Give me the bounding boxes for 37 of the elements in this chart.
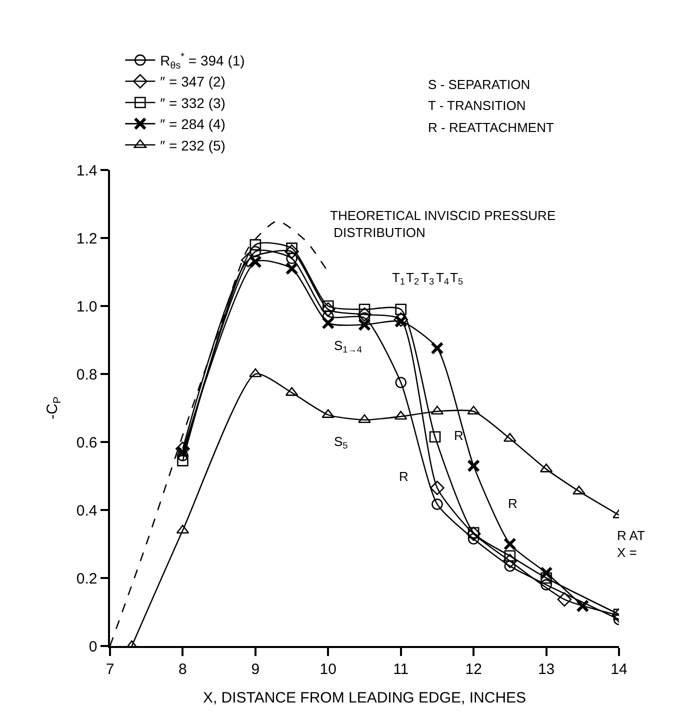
y-tick-label: 0.6 — [76, 434, 98, 452]
annotation: S$_{1→4}$ — [334, 338, 362, 355]
text: R - REATTACHMENT — [428, 120, 554, 135]
y-tick-label: 0.4 — [76, 502, 98, 520]
legend-label: R$_{θs}$$^{*}$ = 394 (1) — [160, 52, 245, 72]
annotation: R AT X = — [617, 528, 645, 560]
annotation: T$_{4}$ — [436, 270, 450, 287]
annotation: T$_{1}$ — [392, 270, 406, 287]
annotation: R — [508, 496, 518, 511]
text: S - SEPARATION — [428, 77, 530, 92]
legend-label: ″ = 232 (5) — [160, 137, 226, 154]
text: T - TRANSITION — [428, 98, 526, 113]
x-tick-label: 9 — [251, 660, 260, 678]
y-tick-label: 1.0 — [76, 298, 98, 316]
legend-label: ″ = 332 (3) — [160, 94, 226, 111]
x-axis-title: X, DISTANCE FROM LEADING EDGE, INCHES — [202, 689, 526, 706]
legend-label: ″ = 347 (2) — [160, 74, 226, 90]
annotation: R — [454, 428, 464, 443]
x-tick-label: 14 — [610, 660, 628, 678]
x-tick-label: 10 — [320, 660, 336, 678]
annotation: THEORETICAL INVISCID PRESSURE DISTRIBUTION — [330, 208, 556, 240]
legend-label: ″ = 284 (4) — [160, 116, 226, 132]
x-tick-label: 13 — [538, 660, 555, 678]
x-tick-label: 8 — [178, 660, 187, 678]
y-tick-label: 0 — [88, 638, 98, 656]
y-tick-label: 1.2 — [76, 230, 98, 248]
annotation: T$_{3}$ — [421, 270, 434, 287]
y-tick-label: 0.2 — [76, 570, 98, 588]
x-tick-label: 12 — [465, 660, 482, 678]
annotation: T$_{5}$ — [450, 270, 464, 287]
annotation: S$_{5}$ — [334, 434, 348, 451]
x-tick-label: 7 — [106, 660, 114, 678]
y-tick-label: 1.4 — [76, 162, 98, 180]
x-tick-label: 11 — [393, 660, 409, 678]
annotation: R — [399, 469, 408, 484]
y-tick-label: 0.8 — [76, 366, 98, 384]
annotation: T$_{2}$ — [406, 270, 420, 287]
